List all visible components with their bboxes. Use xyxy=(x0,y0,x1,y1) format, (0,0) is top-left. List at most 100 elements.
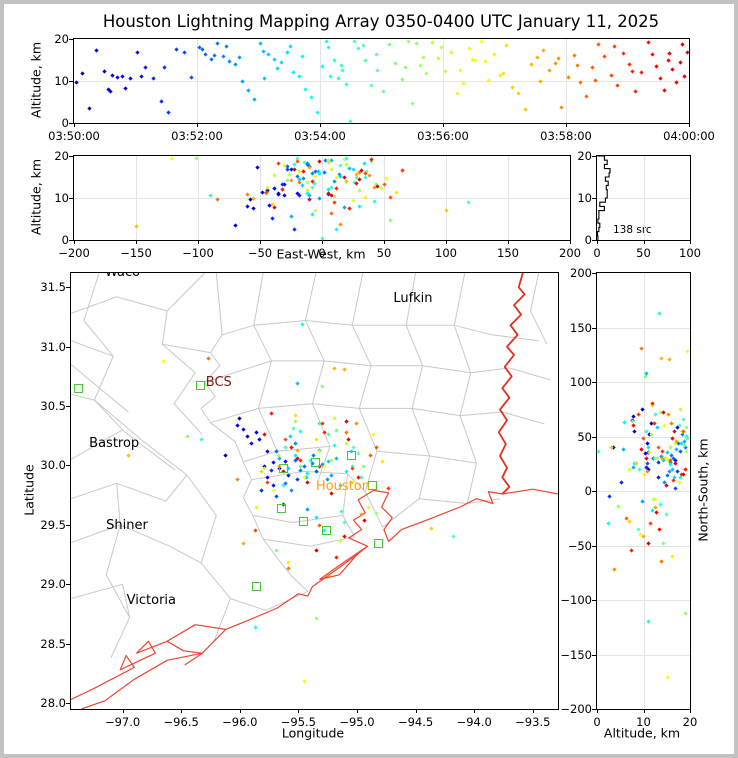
x-tick-mark xyxy=(356,709,358,713)
source-point xyxy=(455,91,460,96)
source-point xyxy=(251,205,256,211)
source-point xyxy=(387,41,392,47)
x-tick-mark xyxy=(597,240,598,244)
source-point xyxy=(479,39,485,44)
source-point xyxy=(681,428,686,434)
source-point xyxy=(659,559,664,564)
source-point xyxy=(266,52,271,58)
source-point xyxy=(309,212,315,217)
y-tick-label: 10 xyxy=(577,191,592,205)
source-point xyxy=(352,39,357,44)
source-point xyxy=(418,63,423,68)
y-tick-label: 20 xyxy=(54,32,69,46)
county-boundary xyxy=(94,399,188,476)
x-tick-mark xyxy=(689,123,690,127)
source-point xyxy=(667,445,673,450)
source-point xyxy=(602,54,608,59)
source-point xyxy=(319,236,325,241)
source-point xyxy=(556,56,561,61)
source-point xyxy=(670,67,675,72)
lma-station-marker xyxy=(74,384,84,394)
x-tick-mark xyxy=(239,709,241,713)
source-point xyxy=(664,483,669,488)
source-point xyxy=(656,475,661,481)
source-point xyxy=(381,182,387,187)
lma-station-marker xyxy=(276,504,286,514)
source-point xyxy=(606,521,611,526)
source-point xyxy=(357,188,362,193)
source-point xyxy=(236,55,242,61)
source-point xyxy=(666,412,671,417)
lma-station-marker xyxy=(374,538,384,548)
source-point xyxy=(143,65,148,70)
source-point xyxy=(300,183,305,188)
gridline xyxy=(260,156,261,240)
source-point xyxy=(590,65,595,70)
map-panel: Waco Lufkin BCS Bastrop Houston Shiner Victori… xyxy=(40,272,559,729)
figure-title: Houston Lightning Mapping Array 0350-040… xyxy=(102,12,660,31)
x-tick-mark xyxy=(198,240,199,244)
source-point xyxy=(621,51,626,56)
source-point xyxy=(258,41,263,46)
x-tick-label: 10 xyxy=(636,715,651,729)
source-point xyxy=(652,421,657,426)
source-point xyxy=(379,186,384,191)
source-point xyxy=(332,200,337,205)
y-tick-mark xyxy=(69,123,73,124)
county-boundary xyxy=(200,273,309,592)
source-point xyxy=(630,69,635,74)
county-boundary xyxy=(161,310,203,435)
source-point xyxy=(622,420,628,425)
source-point xyxy=(360,43,366,48)
source-point xyxy=(300,54,305,59)
source-point xyxy=(209,57,214,62)
source-point xyxy=(317,171,322,176)
source-point xyxy=(658,501,663,507)
source-point xyxy=(102,69,107,74)
y-tick-mark xyxy=(66,346,70,348)
source-point xyxy=(645,461,650,466)
source-point xyxy=(292,226,297,232)
source-point xyxy=(666,57,671,63)
lma-station-marker xyxy=(279,464,289,474)
x-tick-label: 03:56:00 xyxy=(417,129,469,143)
source-point xyxy=(272,186,277,191)
source-point xyxy=(174,47,179,53)
county-boundary xyxy=(453,273,477,504)
source-point xyxy=(683,467,688,472)
x-tick-mark xyxy=(597,709,598,713)
y-tick-label: 29.0 xyxy=(40,577,66,592)
source-point xyxy=(674,80,679,85)
x-tick-mark xyxy=(260,240,261,244)
source-point xyxy=(421,54,426,60)
x-tick-mark xyxy=(643,240,645,244)
county-boundary xyxy=(71,429,123,460)
source-point xyxy=(631,464,636,470)
source-point xyxy=(466,200,471,205)
source-point xyxy=(233,223,238,228)
x-tick-label: −97.0 xyxy=(104,715,141,729)
source-point xyxy=(608,72,614,78)
source-point xyxy=(307,197,312,202)
source-point xyxy=(640,534,646,539)
x-tick-mark xyxy=(690,709,691,713)
lma-station-marker xyxy=(347,450,357,460)
source-point xyxy=(685,50,691,55)
source-point xyxy=(430,40,435,45)
source-point xyxy=(245,204,250,209)
source-point xyxy=(245,192,250,197)
ew-panel-ylabel: Altitude, km xyxy=(28,158,44,236)
source-point xyxy=(139,74,144,79)
y-tick-mark xyxy=(66,643,70,645)
source-point xyxy=(400,168,405,173)
gridline xyxy=(322,156,323,240)
source-point xyxy=(374,52,379,57)
ns-panel-ylabel: North-South, km xyxy=(695,438,711,542)
source-point xyxy=(667,51,672,56)
source-point xyxy=(332,179,337,184)
time-altitude-panel: 03:50:00 03:52:00 03:54:00 03:56:00 03:58:00… xyxy=(48,32,715,143)
gridline xyxy=(643,156,645,240)
county-boundary xyxy=(405,273,431,499)
source-point xyxy=(649,52,655,58)
y-tick-mark xyxy=(592,273,596,274)
